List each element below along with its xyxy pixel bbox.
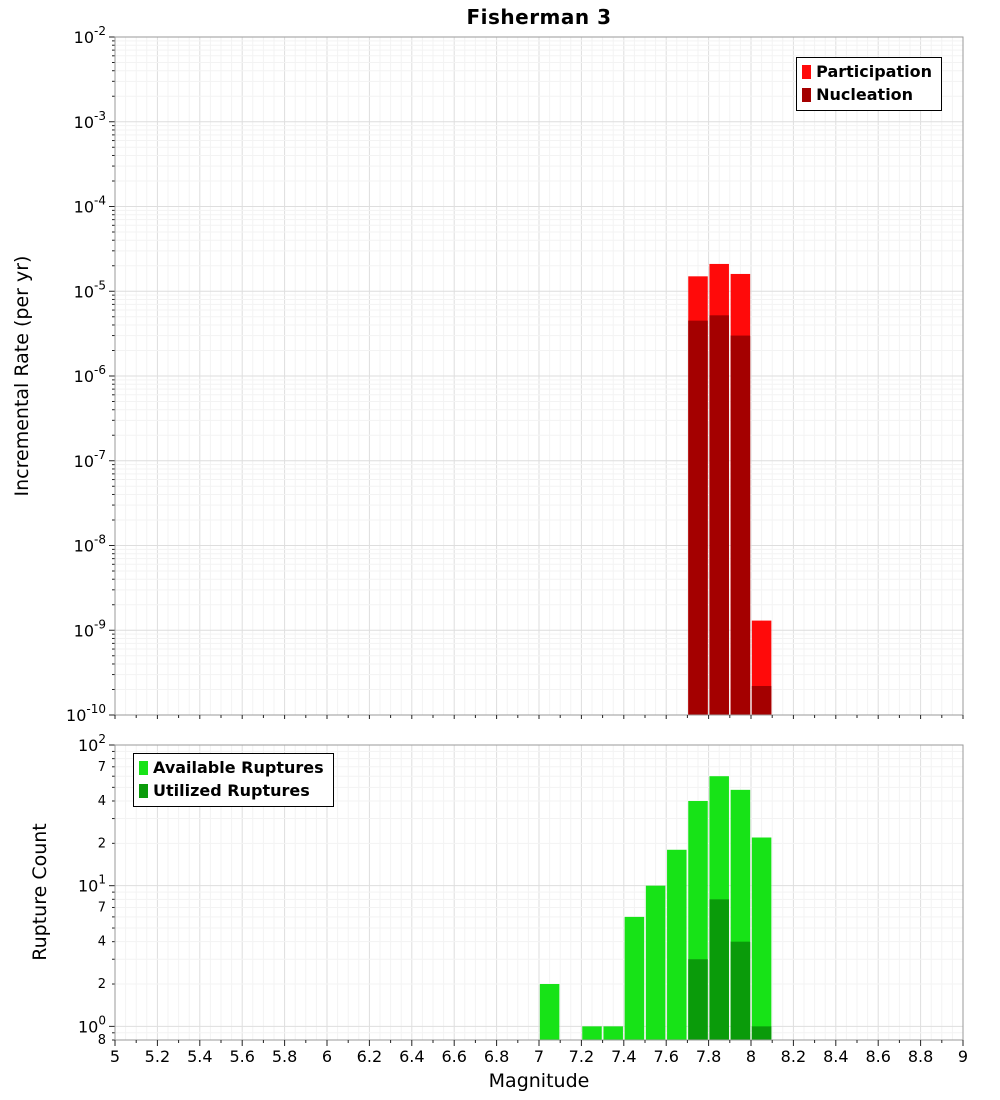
bar — [603, 1026, 623, 1040]
y-tick-label: 10-3 — [74, 109, 106, 132]
x-tick-label: 7.6 — [653, 1047, 678, 1066]
legend-rate-panel: Participation Nucleation — [796, 57, 942, 111]
x-tick-label: 7.4 — [611, 1047, 636, 1066]
y-tick-label: 10-6 — [74, 363, 106, 386]
series-nucleation — [688, 315, 772, 715]
y-tick-label: 100 — [78, 1013, 106, 1036]
legend-item: Participation — [802, 62, 932, 81]
bar — [582, 1026, 602, 1040]
x-tick-label: 5.4 — [187, 1047, 212, 1066]
x-tick-label: 5.2 — [145, 1047, 170, 1066]
y-tick-label: 4 — [98, 935, 106, 950]
x-tick-label: 7.2 — [569, 1047, 594, 1066]
bar — [645, 885, 666, 1040]
bar — [688, 959, 708, 1040]
x-tick-label: 6.6 — [441, 1047, 466, 1066]
y-tick-label: 8 — [98, 1033, 106, 1048]
legend-label: Nucleation — [816, 85, 914, 104]
y-tick-label: 102 — [78, 732, 106, 755]
x-tick-label: 8.8 — [908, 1047, 933, 1066]
count-y-axis-label: Rupture Count — [29, 823, 51, 961]
x-tick-label: 5.6 — [229, 1047, 254, 1066]
series-utilized-ruptures — [688, 899, 772, 1040]
x-tick-label: 6.4 — [399, 1047, 424, 1066]
x-tick-label: 9 — [958, 1047, 968, 1066]
y-tick-label: 10-5 — [74, 278, 106, 301]
chart-title: Fisherman 3 — [466, 5, 612, 29]
bar — [751, 837, 772, 1040]
bar — [688, 320, 708, 715]
bar — [539, 984, 560, 1040]
y-tick-label: 10-4 — [74, 194, 106, 217]
x-tick-label: 5.8 — [272, 1047, 297, 1066]
legend-label: Participation — [816, 62, 932, 81]
legend-swatch-icon — [139, 760, 148, 775]
legend-swatch-icon — [802, 64, 812, 79]
legend-item: Nucleation — [802, 85, 932, 104]
x-tick-label: 6 — [322, 1047, 332, 1066]
y-tick-label: 2 — [98, 836, 106, 851]
legend-item: Utilized Ruptures — [139, 781, 324, 800]
legend-swatch-icon — [139, 783, 148, 798]
legend-swatch-icon — [802, 87, 812, 102]
y-tick-label: 101 — [78, 873, 106, 896]
y-tick-label: 7 — [98, 900, 106, 915]
y-tick-label: 10-9 — [74, 617, 106, 640]
x-tick-label: 5 — [110, 1047, 120, 1066]
bar — [730, 941, 751, 1040]
x-tick-label: 7 — [534, 1047, 544, 1066]
x-tick-label: 6.2 — [357, 1047, 382, 1066]
x-tick-label: 8.6 — [865, 1047, 890, 1066]
y-tick-label: 10-10 — [66, 702, 106, 725]
x-tick-label: 7.8 — [696, 1047, 721, 1066]
bar — [709, 315, 729, 715]
y-tick-label: 7 — [98, 760, 106, 775]
rate-y-axis-label: Incremental Rate (per yr) — [11, 255, 33, 497]
legend-count-panel: Available Ruptures Utilized Ruptures — [133, 753, 334, 807]
x-tick-label: 8.4 — [823, 1047, 848, 1066]
x-axis-label: Magnitude — [488, 1070, 590, 1092]
bar — [751, 1026, 772, 1040]
x-tick-label: 8.2 — [781, 1047, 806, 1066]
x-tick-label: 8 — [746, 1047, 756, 1066]
y-tick-label: 2 — [98, 977, 106, 992]
bar — [624, 916, 645, 1040]
x-tick-label: 6.8 — [484, 1047, 509, 1066]
y-tick-label: 10-2 — [74, 24, 106, 47]
legend-item: Available Ruptures — [139, 758, 324, 777]
y-tick-label: 10-8 — [74, 533, 106, 556]
y-tick-label: 4 — [98, 794, 106, 809]
bar — [730, 335, 751, 715]
bar — [709, 899, 729, 1040]
legend-label: Utilized Ruptures — [153, 781, 310, 800]
y-tick-label: 10-7 — [74, 448, 106, 471]
bar — [751, 685, 772, 715]
legend-label: Available Ruptures — [153, 758, 324, 777]
bar — [667, 849, 687, 1040]
panel-incremental-rate: 10-2 10-3 10-4 10-5 10-6 10-7 10-8 10-9 10-10 — [66, 24, 964, 725]
